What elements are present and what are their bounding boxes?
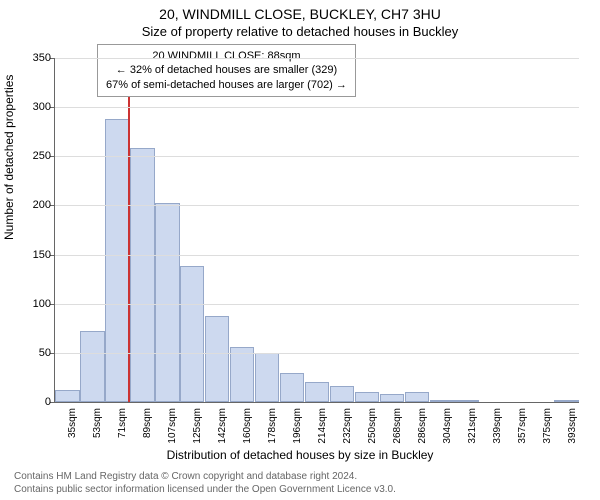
xtick-label: 304sqm xyxy=(442,408,453,452)
gridline xyxy=(55,255,579,256)
xtick-label: 71sqm xyxy=(117,408,128,452)
xtick-label: 53sqm xyxy=(92,408,103,452)
annotation-line: 67% of semi-detached houses are larger (… xyxy=(106,78,347,92)
bar xyxy=(130,148,154,402)
annotation-box: 20 WINDMILL CLOSE: 88sqm ← 32% of detach… xyxy=(97,44,356,97)
bar xyxy=(255,353,279,402)
ytick-label: 100 xyxy=(23,298,51,310)
ytick-label: 200 xyxy=(23,199,51,211)
bar xyxy=(230,347,254,402)
bars-layer xyxy=(55,58,579,402)
gridline xyxy=(55,304,579,305)
bar xyxy=(55,390,79,402)
bar xyxy=(405,392,429,402)
xtick-label: 35sqm xyxy=(67,408,78,452)
annotation-line: ← 32% of detached houses are smaller (32… xyxy=(106,63,347,77)
gridline xyxy=(55,205,579,206)
bar xyxy=(205,316,229,402)
ytick-label: 300 xyxy=(23,101,51,113)
xtick-label: 339sqm xyxy=(492,408,503,452)
gridline xyxy=(55,156,579,157)
xtick-label: 178sqm xyxy=(267,408,278,452)
gridline xyxy=(55,107,579,108)
bar xyxy=(105,119,129,402)
xtick-label: 375sqm xyxy=(542,408,553,452)
xtick-label: 107sqm xyxy=(167,408,178,452)
xtick-label: 393sqm xyxy=(567,408,578,452)
xtick-label: 357sqm xyxy=(517,408,528,452)
ytick-label: 250 xyxy=(23,150,51,162)
xtick-label: 142sqm xyxy=(217,408,228,452)
xtick-label: 268sqm xyxy=(392,408,403,452)
footer: Contains HM Land Registry data © Crown c… xyxy=(14,470,396,496)
footer-line: Contains HM Land Registry data © Crown c… xyxy=(14,470,396,483)
gridline xyxy=(55,353,579,354)
xtick-label: 286sqm xyxy=(417,408,428,452)
x-axis-label: Distribution of detached houses by size … xyxy=(0,448,600,462)
ytick-label: 350 xyxy=(23,52,51,64)
chart-title: 20, WINDMILL CLOSE, BUCKLEY, CH7 3HU xyxy=(0,6,600,22)
bar xyxy=(454,400,478,402)
ytick-label: 150 xyxy=(23,249,51,261)
xtick-label: 89sqm xyxy=(142,408,153,452)
ytick-label: 50 xyxy=(23,347,51,359)
xtick-label: 321sqm xyxy=(467,408,478,452)
bar xyxy=(305,382,329,402)
xtick-label: 250sqm xyxy=(367,408,378,452)
plot-area: 20 WINDMILL CLOSE: 88sqm ← 32% of detach… xyxy=(54,58,579,403)
bar xyxy=(330,386,354,402)
bar xyxy=(554,400,578,402)
xtick-label: 125sqm xyxy=(192,408,203,452)
annotation-line: 20 WINDMILL CLOSE: 88sqm xyxy=(106,49,347,63)
bar xyxy=(430,400,454,402)
ytick-label: 0 xyxy=(23,396,51,408)
chart-subtitle: Size of property relative to detached ho… xyxy=(0,24,600,39)
xtick-label: 232sqm xyxy=(342,408,353,452)
gridline xyxy=(55,58,579,59)
bar xyxy=(355,392,379,402)
xtick-label: 214sqm xyxy=(317,408,328,452)
bar xyxy=(180,266,204,402)
xtick-label: 196sqm xyxy=(292,408,303,452)
bar xyxy=(380,394,404,402)
marker-line xyxy=(128,58,130,402)
bar xyxy=(80,331,104,402)
footer-line: Contains public sector information licen… xyxy=(14,483,396,496)
chart-container: 20, WINDMILL CLOSE, BUCKLEY, CH7 3HU Siz… xyxy=(0,0,600,500)
xtick-label: 160sqm xyxy=(242,408,253,452)
y-axis-label: Number of detached properties xyxy=(2,75,16,240)
bar xyxy=(280,373,304,402)
